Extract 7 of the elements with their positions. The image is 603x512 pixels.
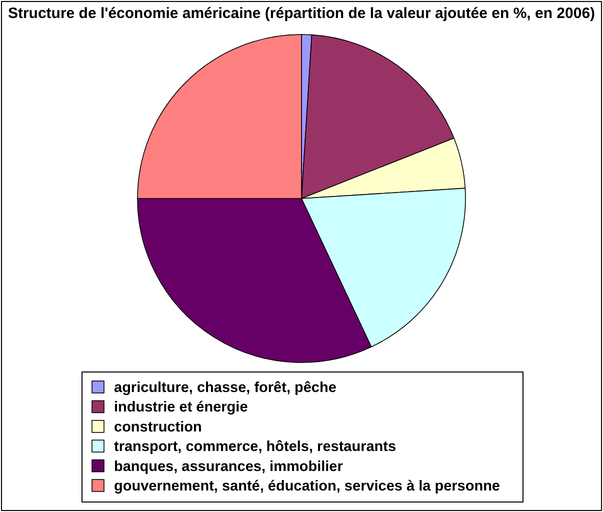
legend-label: gouvernement, santé, éducation, services à la personne: [114, 478, 500, 494]
legend-label: agriculture, chasse, forêt, pêche: [114, 380, 336, 396]
chart-title: Structure de l'économie américaine (répartition de la valeur ajoutée en %, en 2006): [8, 5, 596, 22]
legend-label: transport, commerce, hôtels, restaurants: [114, 439, 396, 456]
legend-label: banques, assurances, immobilier: [114, 458, 344, 475]
legend-label: construction: [114, 419, 202, 436]
legend-label: industrie et énergie: [114, 400, 248, 416]
